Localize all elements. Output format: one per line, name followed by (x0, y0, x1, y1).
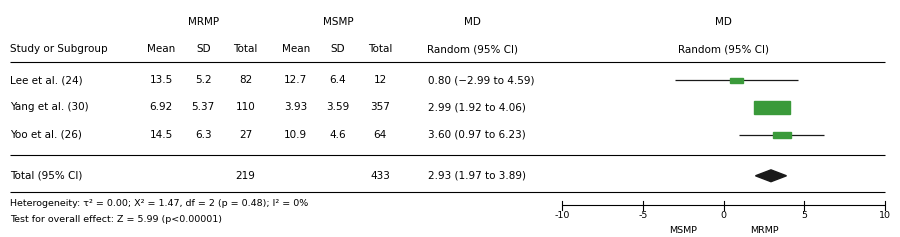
Text: Mean: Mean (282, 44, 310, 54)
Text: 3.59: 3.59 (326, 102, 349, 112)
Text: 13.5: 13.5 (149, 75, 173, 85)
Text: Lee et al. (24): Lee et al. (24) (11, 75, 83, 85)
Text: 0: 0 (721, 211, 726, 220)
Text: 64: 64 (374, 130, 387, 140)
Bar (773, 132, 790, 138)
Text: MSMP: MSMP (322, 17, 353, 27)
Text: 14.5: 14.5 (149, 130, 173, 140)
Text: 219: 219 (236, 171, 256, 181)
Text: Total: Total (233, 44, 257, 54)
Text: 3.60 (0.97 to 6.23): 3.60 (0.97 to 6.23) (428, 130, 526, 140)
Text: Total (95% CI): Total (95% CI) (11, 171, 83, 181)
Text: 10.9: 10.9 (284, 130, 307, 140)
Text: 2.99 (1.92 to 4.06): 2.99 (1.92 to 4.06) (428, 102, 526, 112)
Text: 4.6: 4.6 (329, 130, 346, 140)
Text: -5: -5 (638, 211, 648, 220)
Bar (730, 77, 743, 82)
Text: 6.92: 6.92 (149, 102, 173, 112)
Text: 433: 433 (370, 171, 390, 181)
Text: MRMP: MRMP (750, 226, 778, 235)
Text: 3.93: 3.93 (284, 102, 307, 112)
Text: Mean: Mean (147, 44, 176, 54)
Text: Yoo et al. (26): Yoo et al. (26) (11, 130, 82, 140)
Text: MD: MD (464, 17, 481, 27)
Text: -10: -10 (554, 211, 570, 220)
Text: 5.2: 5.2 (195, 75, 212, 85)
Text: 10: 10 (879, 211, 891, 220)
Text: Random (95% CI): Random (95% CI) (427, 44, 518, 54)
Text: Study or Subgroup: Study or Subgroup (11, 44, 108, 54)
Text: Yang et al. (30): Yang et al. (30) (11, 102, 89, 112)
Text: 357: 357 (370, 102, 390, 112)
Text: 0.80 (−2.99 to 4.59): 0.80 (−2.99 to 4.59) (428, 75, 534, 85)
Text: 27: 27 (238, 130, 252, 140)
Text: 5: 5 (801, 211, 807, 220)
Text: MD: MD (716, 17, 732, 27)
Text: Test for overall effect: Z = 5.99 (p<0.00001): Test for overall effect: Z = 5.99 (p<0.0… (11, 214, 222, 223)
Bar (754, 101, 789, 114)
Text: SD: SD (196, 44, 211, 54)
Text: Heterogeneity: τ² = 0.00; X² = 1.47, df = 2 (p = 0.48); I² = 0%: Heterogeneity: τ² = 0.00; X² = 1.47, df … (11, 199, 309, 208)
Text: 2.93 (1.97 to 3.89): 2.93 (1.97 to 3.89) (428, 171, 526, 181)
Text: Total: Total (368, 44, 392, 54)
Text: Random (95% CI): Random (95% CI) (679, 44, 770, 54)
Text: 6.4: 6.4 (329, 75, 346, 85)
Text: 12.7: 12.7 (284, 75, 307, 85)
Text: 5.37: 5.37 (192, 102, 215, 112)
Text: SD: SD (330, 44, 346, 54)
Text: 12: 12 (374, 75, 387, 85)
Text: MRMP: MRMP (188, 17, 219, 27)
Text: 6.3: 6.3 (195, 130, 212, 140)
Polygon shape (755, 170, 787, 182)
Text: MSMP: MSMP (670, 226, 698, 235)
Text: 110: 110 (236, 102, 256, 112)
Text: 82: 82 (238, 75, 252, 85)
